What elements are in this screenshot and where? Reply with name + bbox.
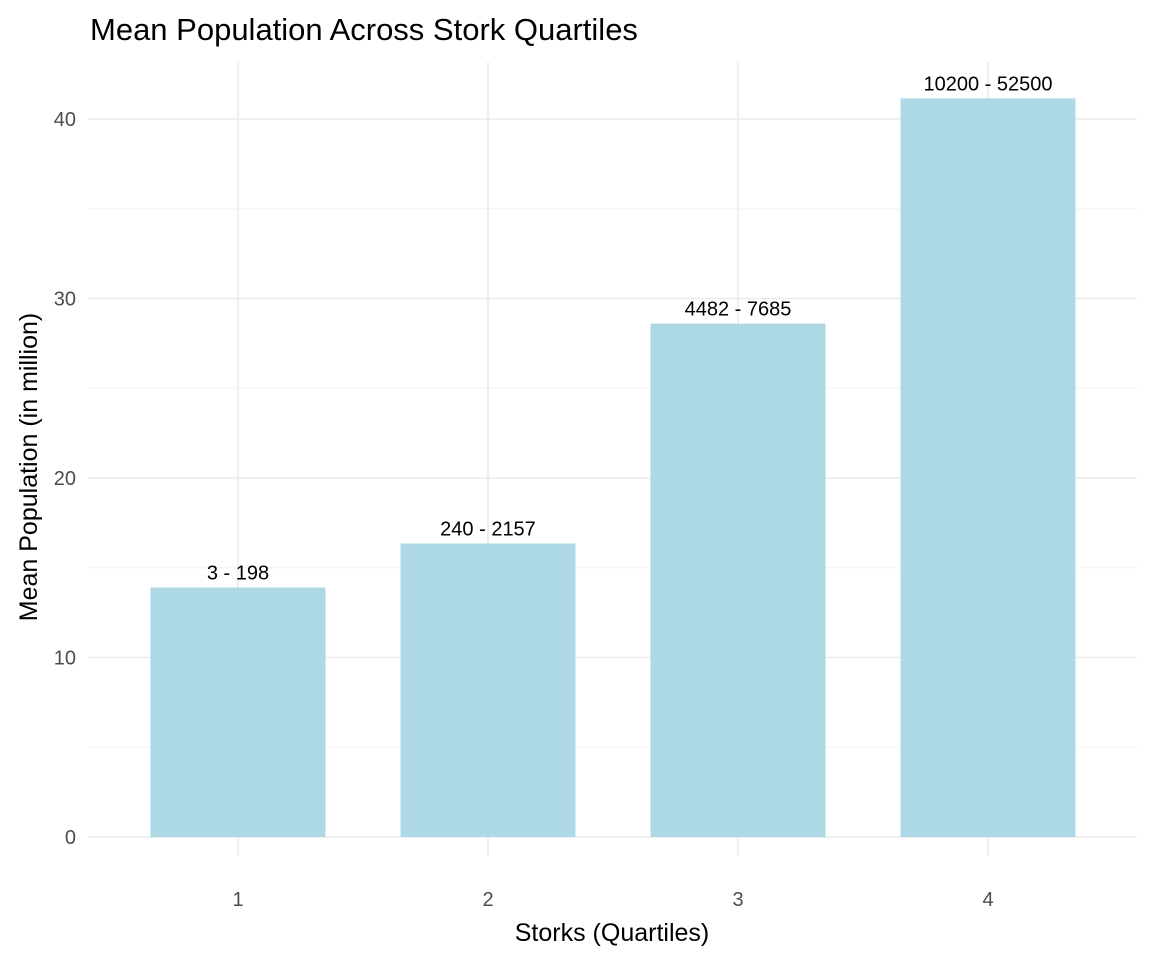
y-axis-title: Mean Population (in million) [15,313,43,621]
y-axis-ticks: 0 10 20 30 40 [54,109,76,849]
chart-title: Mean Population Across Stork Quartiles [90,12,638,47]
bar-label: 3 - 198 [207,562,269,584]
bar-labels: 3 - 198 240 - 2157 4482 - 7685 10200 - 5250… [207,73,1053,584]
bar [150,587,326,837]
x-tick-label: 3 [732,889,743,911]
x-tick-label: 1 [232,889,243,911]
x-axis-title: Storks (Quartiles) [515,919,709,947]
bar-label: 10200 - 52500 [923,73,1052,95]
plot-bars [150,98,1076,838]
bar [900,98,1076,838]
x-axis-ticks: 1 2 3 4 [232,889,993,911]
y-tick-label: 40 [54,109,76,131]
x-tick-label: 2 [482,889,493,911]
y-tick-label: 30 [54,289,76,311]
y-tick-label: 20 [54,468,76,490]
bar-label: 4482 - 7685 [685,299,792,321]
bar [400,543,576,837]
x-tick-label: 4 [982,889,993,911]
y-tick-label: 0 [65,827,76,849]
bar [650,323,826,837]
y-tick-label: 10 [54,648,76,670]
bar-label: 240 - 2157 [440,519,536,541]
